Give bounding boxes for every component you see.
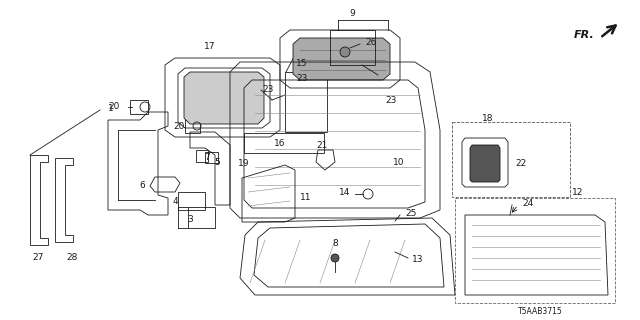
Text: 12: 12 [572, 188, 584, 196]
Text: FR.: FR. [574, 30, 595, 40]
Text: 27: 27 [32, 252, 44, 261]
Bar [330, 30, 375, 65]
Text: 23: 23 [262, 84, 274, 93]
Text: 11: 11 [300, 193, 312, 202]
Text: 8: 8 [332, 238, 338, 247]
Text: 3: 3 [187, 214, 193, 223]
Bar [244, 133, 324, 153]
Text: 4: 4 [172, 196, 178, 205]
Circle shape [340, 47, 350, 57]
Text: 7: 7 [204, 153, 210, 162]
Text: 20: 20 [173, 122, 185, 131]
Text: 19: 19 [238, 158, 250, 167]
Text: 13: 13 [412, 255, 424, 265]
Text: 17: 17 [204, 42, 216, 51]
Polygon shape [293, 38, 390, 80]
Polygon shape [470, 145, 500, 182]
Text: 18: 18 [483, 114, 493, 123]
Text: T5AAB3715: T5AAB3715 [518, 308, 563, 316]
Bar [285, 72, 327, 132]
Bar [452, 122, 570, 197]
Text: 15: 15 [296, 59, 308, 68]
Text: 14: 14 [339, 188, 350, 196]
Text: 26: 26 [365, 37, 376, 46]
Text: 5: 5 [214, 157, 220, 166]
Polygon shape [184, 72, 264, 124]
Text: 25: 25 [405, 209, 417, 218]
Text: 20: 20 [109, 101, 120, 110]
Text: 9: 9 [349, 9, 355, 18]
Text: 6: 6 [140, 180, 145, 189]
Text: 24: 24 [522, 198, 533, 207]
Text: 23: 23 [385, 95, 396, 105]
Bar [455, 198, 615, 303]
Text: 22: 22 [515, 158, 526, 167]
Circle shape [331, 254, 339, 262]
Text: 21: 21 [316, 140, 328, 149]
Text: 10: 10 [393, 157, 404, 166]
Text: 16: 16 [275, 139, 285, 148]
Text: 23: 23 [296, 74, 308, 83]
Text: 1: 1 [108, 103, 114, 113]
Text: 28: 28 [67, 252, 77, 261]
